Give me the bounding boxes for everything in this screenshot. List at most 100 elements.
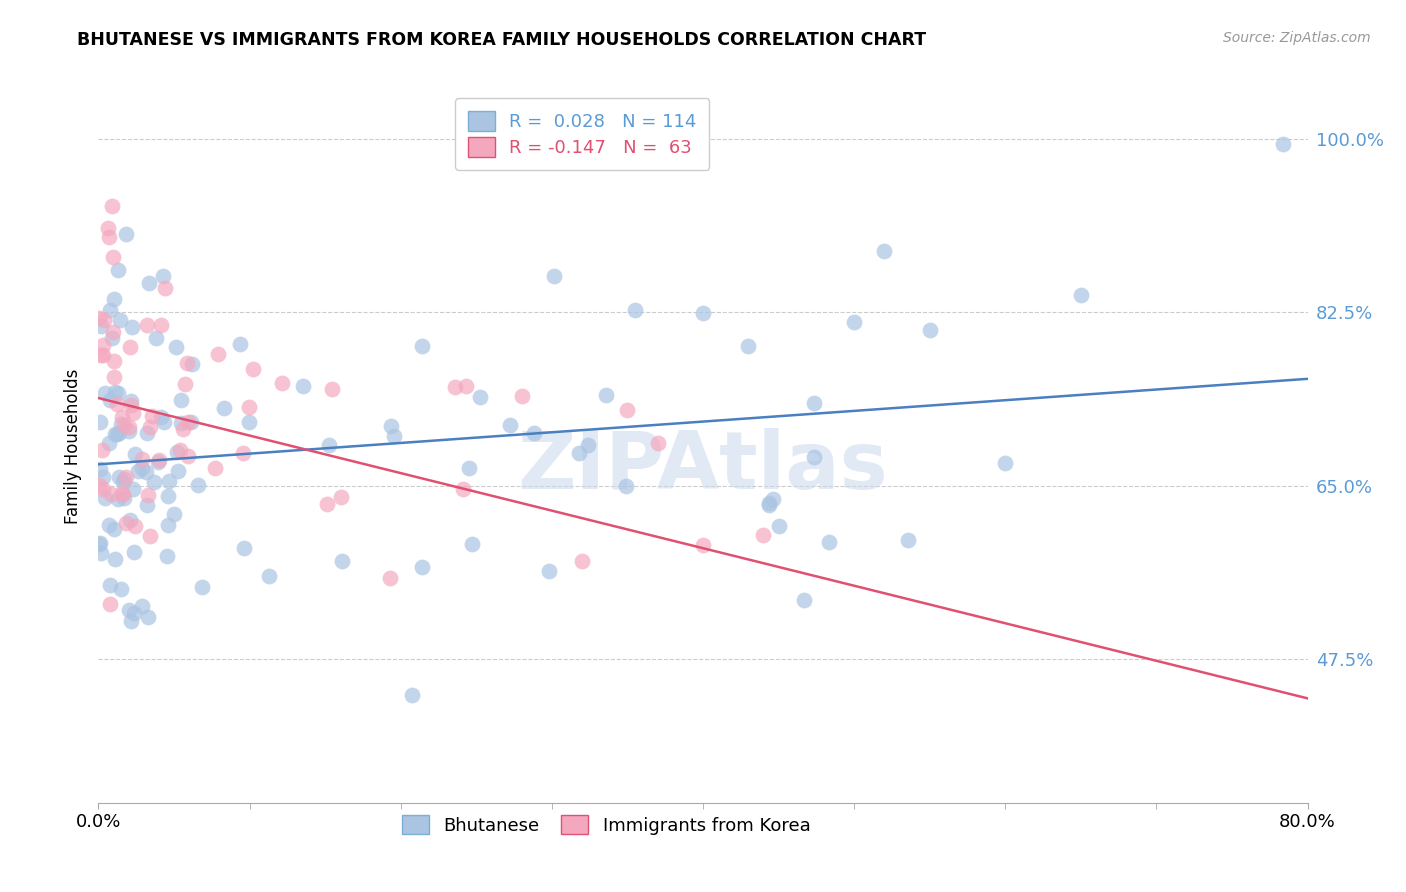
Point (98, 577, 121, 591)
Point (111, 410, 134, 425)
Point (90, 442, 112, 457)
Point (571, 554, 593, 568)
Point (91, 338, 114, 352)
Point (238, 415, 260, 429)
Point (103, 522, 125, 536)
Point (111, 487, 134, 501)
Point (124, 519, 146, 533)
Point (624, 303, 647, 318)
Point (145, 331, 167, 345)
Point (537, 564, 560, 578)
Point (232, 446, 254, 460)
Point (139, 420, 162, 434)
Point (138, 277, 160, 291)
Point (101, 326, 124, 340)
Point (229, 336, 252, 351)
Point (165, 340, 187, 354)
Point (98, 392, 121, 407)
Point (103, 369, 125, 384)
Point (121, 319, 143, 334)
Point (108, 469, 131, 483)
Point (93, 348, 115, 362)
Point (803, 396, 825, 410)
Point (768, 519, 790, 533)
Point (167, 464, 190, 478)
Point (122, 482, 145, 496)
Point (120, 513, 142, 527)
Point (107, 492, 129, 507)
Point (91, 469, 114, 483)
Point (90, 319, 112, 334)
Point (844, 315, 866, 329)
Point (647, 436, 669, 450)
Point (117, 425, 139, 439)
Point (752, 528, 775, 542)
Point (451, 482, 474, 496)
Point (271, 376, 294, 390)
Point (111, 475, 134, 490)
Text: BHUTANESE VS IMMIGRANTS FROM KOREA FAMILY HOUSEHOLDS CORRELATION CHART: BHUTANESE VS IMMIGRANTS FROM KOREA FAMIL… (77, 31, 927, 49)
Point (153, 281, 176, 295)
Point (163, 507, 186, 521)
Point (115, 470, 138, 484)
Point (115, 227, 138, 242)
Point (110, 417, 132, 431)
Point (131, 452, 153, 467)
Point (107, 385, 129, 400)
Point (994, 456, 1017, 470)
Point (170, 416, 193, 430)
Point (118, 419, 141, 434)
Point (411, 559, 433, 574)
Point (458, 460, 481, 475)
Point (135, 426, 157, 441)
Point (152, 268, 174, 283)
Point (170, 392, 193, 407)
Point (180, 415, 202, 429)
Point (90, 546, 112, 560)
Point (380, 418, 402, 433)
Point (98, 303, 121, 318)
Point (111, 485, 134, 500)
Point (127, 464, 149, 478)
Point (873, 244, 896, 259)
Point (104, 427, 127, 442)
Point (121, 406, 143, 420)
Point (90, 348, 112, 362)
Point (143, 475, 166, 489)
Point (176, 356, 198, 370)
Point (120, 614, 142, 628)
Point (614, 479, 637, 493)
Point (98, 436, 121, 450)
Point (212, 401, 235, 415)
Point (110, 582, 132, 596)
Point (105, 427, 128, 442)
Point (150, 318, 173, 332)
Point (97, 517, 120, 532)
Point (153, 415, 176, 429)
Point (737, 339, 759, 353)
Point (100, 331, 122, 345)
Point (762, 491, 785, 506)
Point (468, 390, 491, 404)
Point (207, 346, 229, 360)
Point (454, 379, 477, 393)
Point (101, 199, 124, 213)
Point (100, 487, 122, 501)
Point (157, 518, 180, 533)
Point (124, 606, 146, 620)
Point (576, 438, 599, 452)
Point (120, 394, 142, 409)
Point (118, 603, 141, 617)
Point (108, 312, 131, 326)
Point (103, 354, 125, 368)
Point (97, 230, 120, 244)
Point (131, 461, 153, 475)
Point (378, 571, 401, 585)
Point (89, 416, 111, 430)
Point (89, 537, 111, 551)
Point (89, 477, 111, 491)
Point (135, 465, 157, 479)
Y-axis label: Family Households: Family Households (65, 368, 83, 524)
Point (1272, 136, 1295, 151)
Point (105, 396, 128, 410)
